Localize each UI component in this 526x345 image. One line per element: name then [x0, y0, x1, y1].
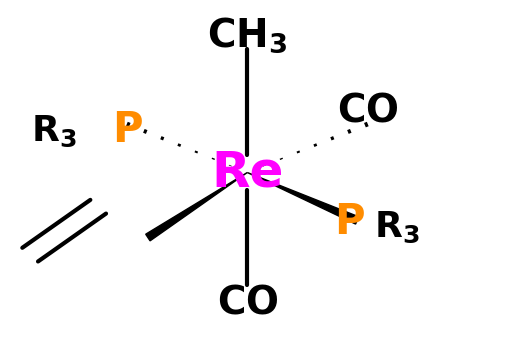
Text: $\bf{CO}$: $\bf{CO}$ [337, 92, 398, 130]
Text: $\bf{CH_3}$: $\bf{CH_3}$ [207, 16, 287, 56]
Text: $\bf{CO}$: $\bf{CO}$ [217, 284, 278, 322]
Text: Re: Re [211, 148, 284, 197]
Text: $\bf{P}$: $\bf{P}$ [112, 109, 143, 151]
Text: $\bf{R_3}$: $\bf{R_3}$ [373, 210, 419, 245]
Text: $\bf{R_3}$: $\bf{R_3}$ [31, 114, 77, 149]
Polygon shape [247, 172, 359, 224]
Polygon shape [146, 172, 247, 241]
Text: $\bf{P}$: $\bf{P}$ [334, 201, 365, 243]
